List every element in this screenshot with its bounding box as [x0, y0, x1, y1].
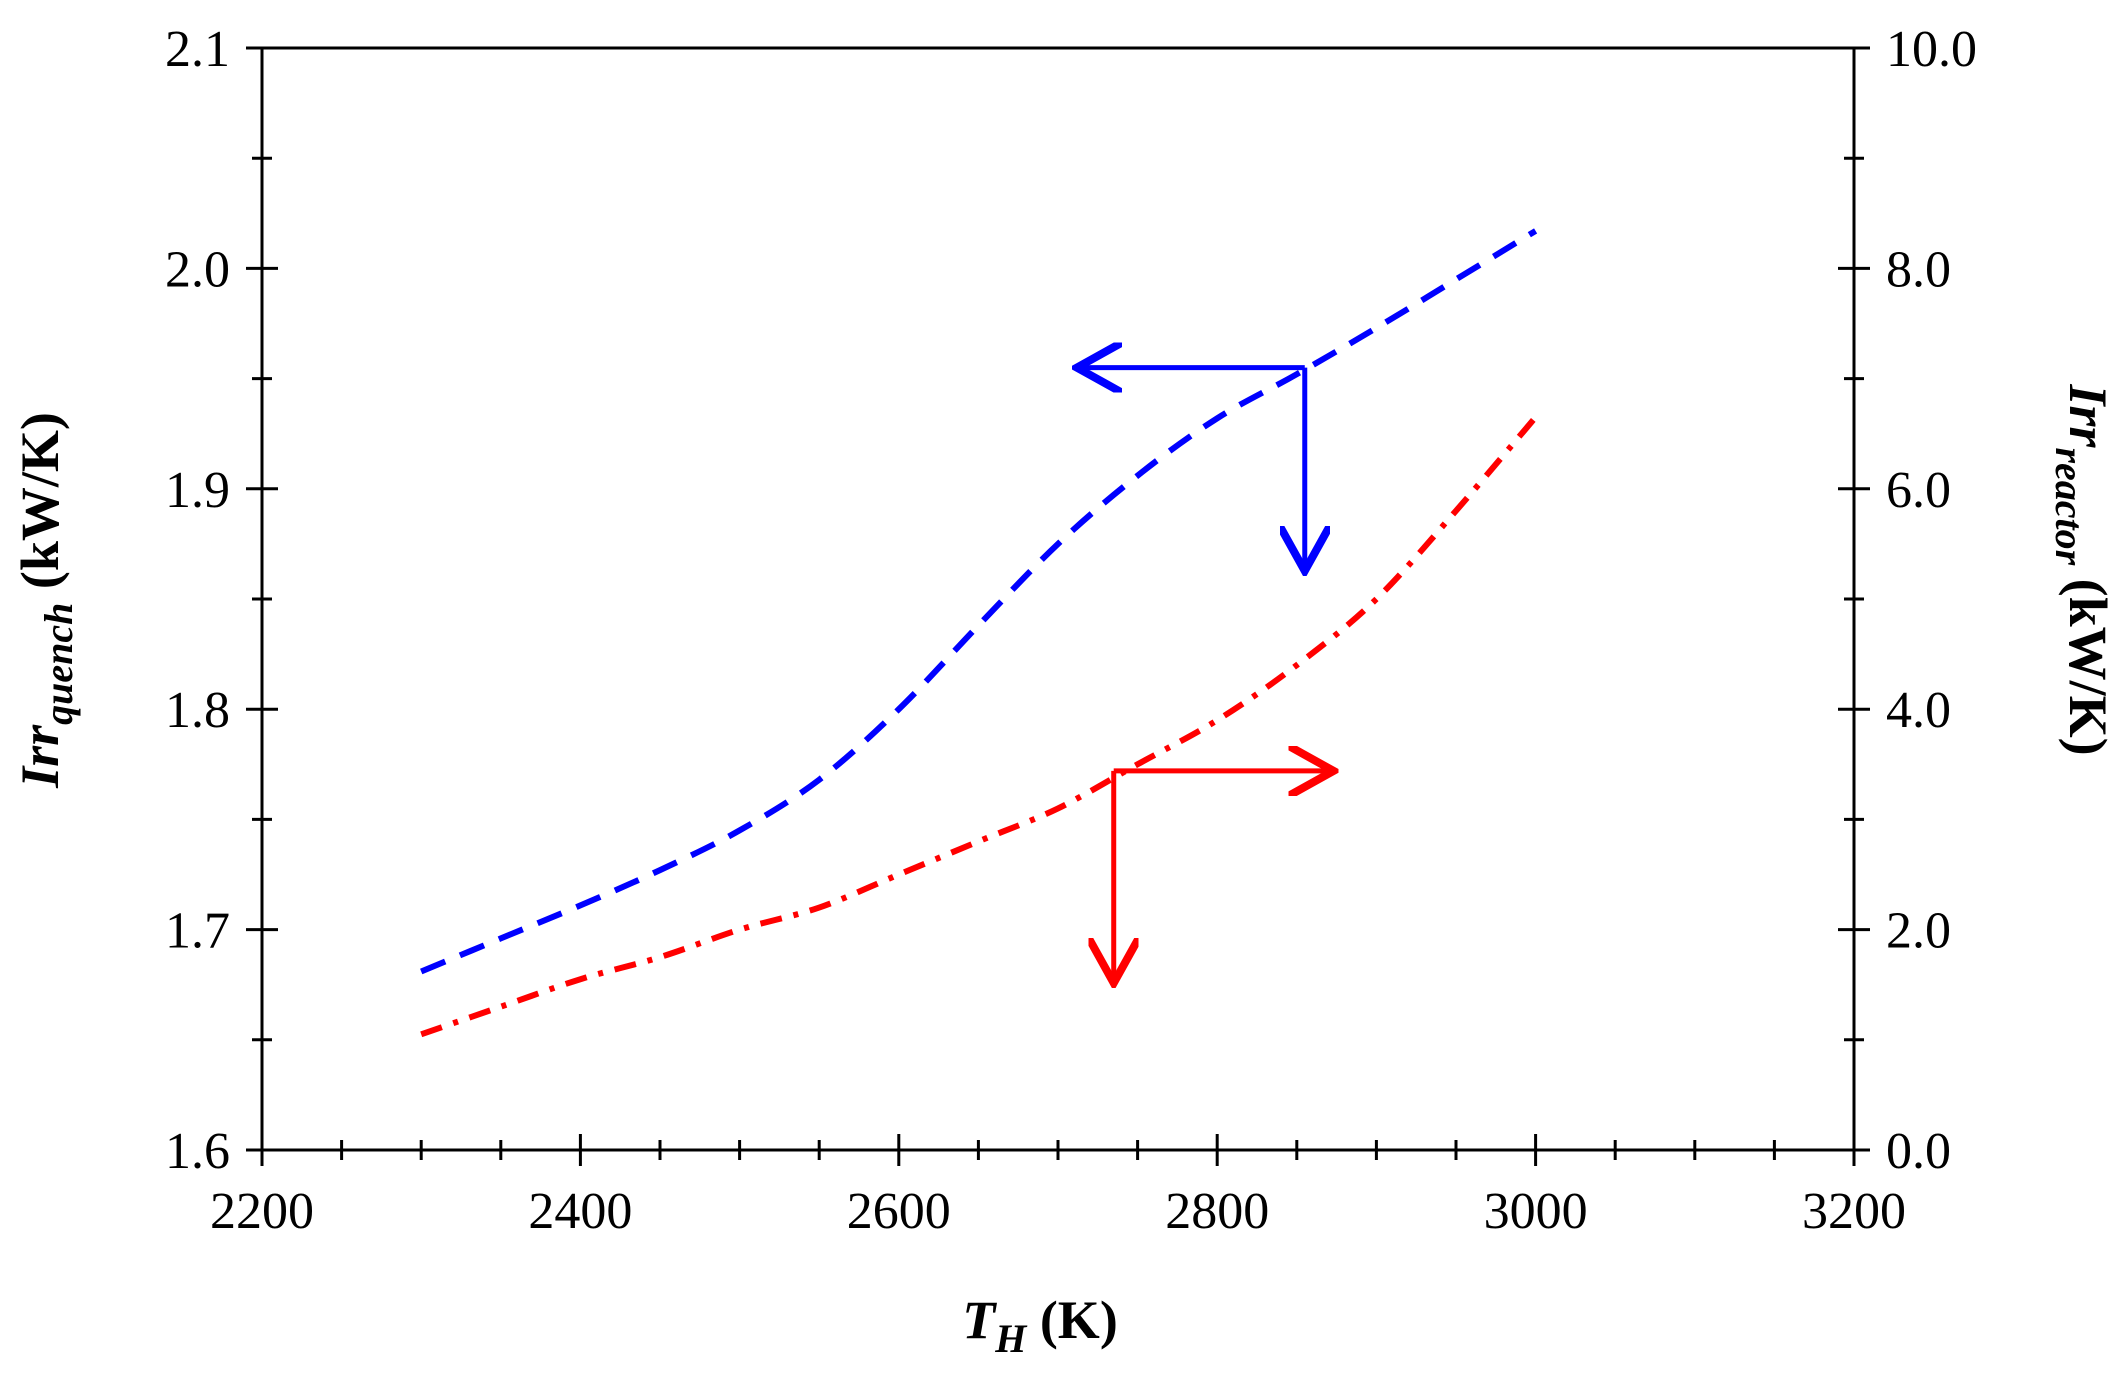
y-left-tick-label: 2.1: [165, 21, 230, 78]
y-right-axis-title: Irrreactor (kW/K): [2047, 383, 2118, 755]
x-axis-title: TH (K): [962, 1290, 1118, 1361]
y-left-title-unit: (kW/K): [10, 412, 70, 603]
y-right-tick-label: 8.0: [1886, 241, 1951, 298]
series-line-quench: [420, 228, 1538, 975]
y-left-title-sub: quench: [36, 603, 81, 725]
y-left-tick-label: 2.0: [165, 241, 230, 298]
x-axis-title-sub: H: [994, 1316, 1028, 1361]
y-right-tick-label: 10.0: [1886, 21, 1977, 78]
x-tick-label: 2400: [528, 1183, 632, 1240]
y-right-tick-label: 4.0: [1886, 682, 1951, 739]
y-left-tick-label: 1.7: [165, 903, 230, 960]
series-line-reactor: [420, 415, 1538, 1038]
x-tick-label: 3200: [1802, 1183, 1906, 1240]
plot-frame: [260, 46, 1856, 1152]
x-tick-label: 2600: [847, 1183, 951, 1240]
y-left-tick-label: 1.6: [165, 1123, 230, 1180]
y-right-title-sub: reactor: [2047, 447, 2092, 565]
x-tick-label: 3000: [1484, 1183, 1588, 1240]
x-axis-title-main: T: [962, 1290, 997, 1350]
tick-marks: [246, 46, 1870, 1166]
y-right-title-unit: (kW/K): [2058, 565, 2118, 756]
y-left-tick-label: 1.8: [165, 682, 230, 739]
series-lines: [420, 228, 1538, 1038]
y-right-tick-label: 0.0: [1886, 1123, 1951, 1180]
axis-arrows: [1082, 368, 1329, 979]
x-tick-label: 2200: [210, 1183, 314, 1240]
y-right-title-main: Irr: [2058, 383, 2118, 448]
y-right-tick-label: 2.0: [1886, 903, 1951, 960]
x-tick-label: 2800: [1165, 1183, 1269, 1240]
x-axis-title-unit: (K): [1026, 1290, 1117, 1350]
y-left-tick-label: 1.9: [165, 462, 230, 519]
y-left-title-main: Irr: [10, 724, 70, 789]
tick-labels: 2200 2400 2600 2800 3000 3200 1.6 1.7 1.8 1.9 2.0 2…: [165, 21, 1977, 1240]
y-right-tick-label: 6.0: [1886, 462, 1951, 519]
y-left-axis-title: Irrquench (kW/K): [10, 412, 81, 789]
